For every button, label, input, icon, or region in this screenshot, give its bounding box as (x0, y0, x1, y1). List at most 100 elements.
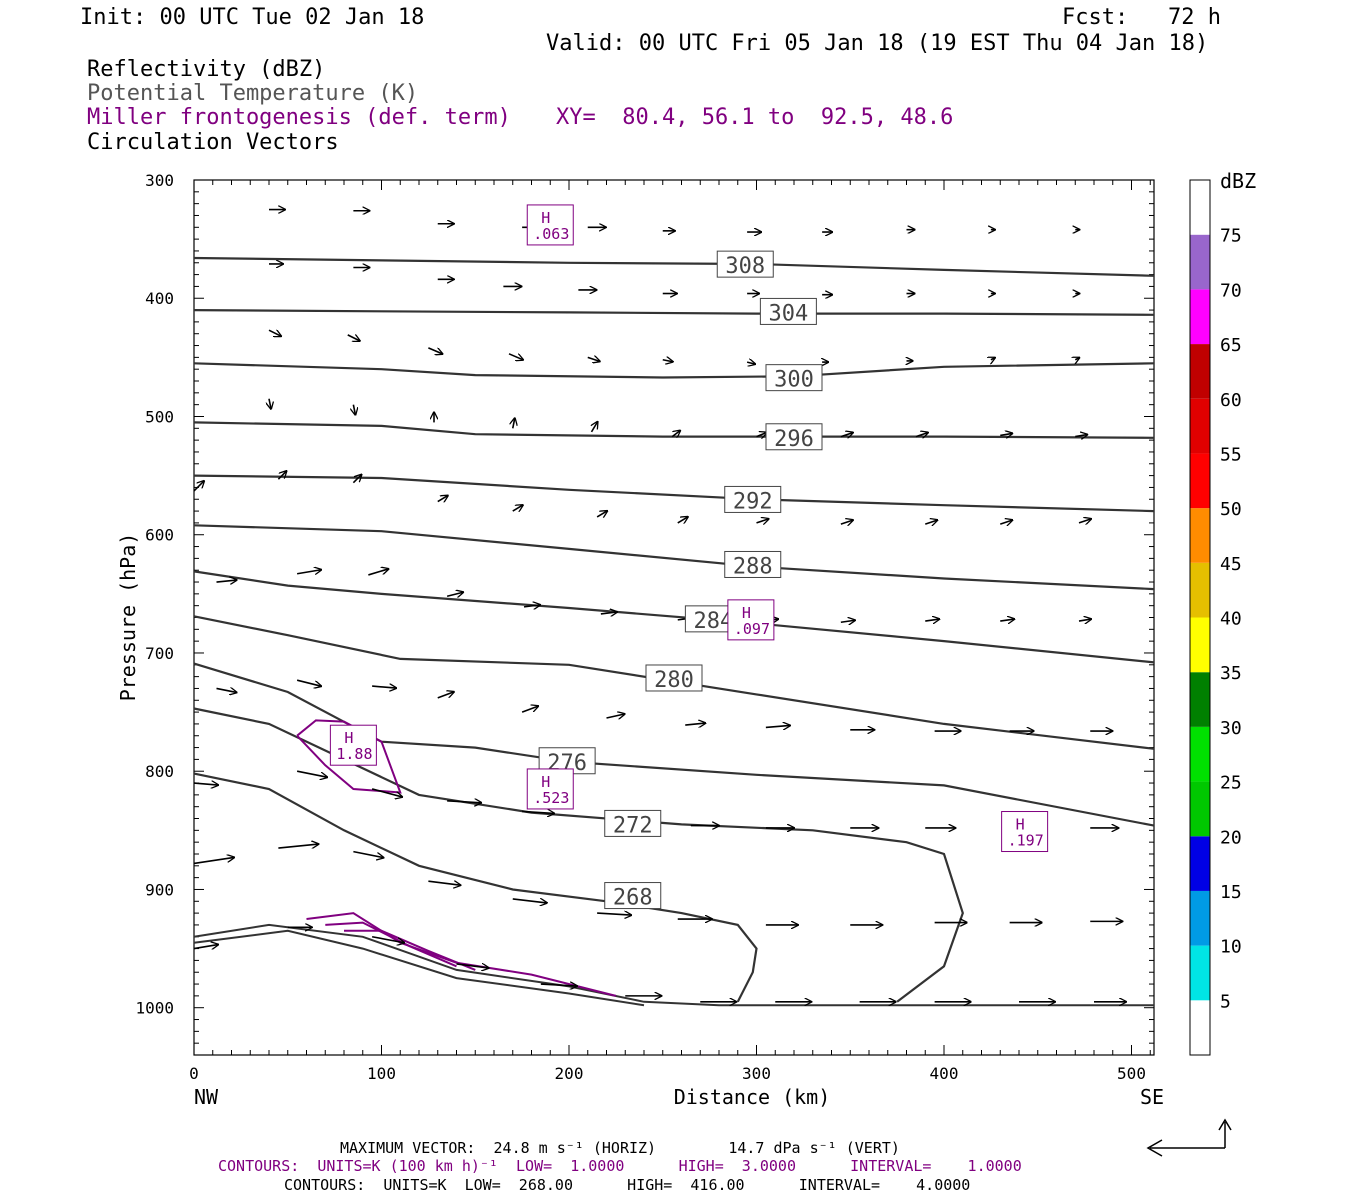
circulation-vector (268, 329, 281, 336)
theta-label-box (716, 250, 774, 278)
circulation-vector (597, 913, 631, 915)
x-tick-label: 200 (555, 1064, 584, 1083)
colorbar-label: 70 (1220, 280, 1242, 301)
x-tick-label: 500 (1117, 1064, 1146, 1083)
circulation-vector (296, 570, 321, 574)
colorbar-segment (1190, 945, 1210, 1001)
circulation-vector (600, 612, 617, 614)
circulation-vector (924, 520, 937, 524)
miller-max-symbol: H (742, 604, 751, 622)
circulation-vector (925, 619, 939, 621)
theta-label-box (645, 664, 703, 692)
theta-label: 300 (774, 368, 814, 393)
circulation-vector (1000, 619, 1014, 621)
circulation-vector (1075, 358, 1079, 360)
circulation-vector (587, 357, 600, 361)
circulation-vector (756, 519, 769, 523)
circulation-vector (606, 714, 625, 718)
circulation-vector (269, 398, 271, 409)
colorbar-segment (1190, 672, 1210, 727)
circulation-vector (193, 857, 234, 865)
colorbar-label: 20 (1220, 827, 1242, 848)
circulation-vector (193, 945, 218, 949)
theta-contour (193, 615, 1155, 750)
theta-label: 272 (613, 813, 653, 838)
colorbar-segment (1190, 234, 1210, 290)
circulation-vector (347, 334, 360, 341)
colorbar-label: 45 (1220, 554, 1242, 575)
colorbar-label: 60 (1220, 390, 1242, 411)
miller-contour-note: CONTOURS: UNITS=K (100 km h)⁻¹ LOW= 1.00… (218, 1157, 1022, 1175)
theta-label: 280 (654, 668, 694, 693)
x-axis-title: Distance (km) (674, 1085, 831, 1109)
cross-section-endpoints: XY= 80.4, 56.1 to 92.5, 48.6 (556, 105, 954, 130)
miller-max-value: .523 (533, 789, 569, 807)
miller-contour (306, 912, 617, 997)
init-time: Init: 00 UTC Tue 02 Jan 18 (80, 5, 425, 30)
theta-label: 288 (733, 554, 773, 579)
field-vectors: Circulation Vectors (87, 130, 339, 155)
circulation-vector (277, 471, 286, 480)
field-theta: Potential Temperature (K) (87, 81, 419, 106)
circulation-vector (677, 517, 688, 523)
colorbar-segment (1190, 781, 1210, 837)
circulation-vector (685, 723, 705, 725)
circulation-vector (296, 679, 321, 686)
miller-max-value: 1.88 (336, 745, 372, 763)
miller-max-box (329, 724, 377, 766)
circulation-vector (371, 788, 402, 797)
y-tick-label: 800 (145, 762, 174, 781)
colorbar-segment (1190, 726, 1210, 782)
colorbar-segment (1190, 398, 1210, 454)
theta-label-box (765, 423, 823, 451)
miller-max-value: .097 (734, 620, 770, 638)
theta-contour (193, 929, 645, 1007)
circulation-vector (596, 511, 607, 517)
circulation-vector (353, 404, 355, 415)
circulation-vector (371, 935, 404, 943)
y-axis-title: Pressure (hPa) (116, 533, 140, 702)
nw-end-label: NW (194, 1085, 219, 1109)
miller-max-symbol: H (344, 729, 353, 747)
circulation-vector (446, 592, 463, 596)
circulation-vector (1000, 433, 1012, 435)
colorbar-label: 15 (1220, 882, 1242, 903)
theta-label: 268 (613, 886, 653, 911)
miller-max-box (526, 204, 574, 246)
circulation-vector (991, 358, 995, 360)
y-tick-label: 500 (145, 407, 174, 426)
theta-label-box (604, 882, 662, 910)
reference-vector-icon (1146, 1118, 1232, 1157)
circulation-vector (1078, 619, 1091, 621)
colorbar-label: 55 (1220, 444, 1242, 465)
colorbar-frame (1189, 179, 1211, 1056)
circulation-vector (216, 688, 237, 692)
theta-contour (193, 421, 1155, 439)
circulation-vector (216, 580, 237, 582)
circulation-vector (540, 984, 577, 986)
colorbar-label: 65 (1220, 335, 1242, 356)
circulation-vector (522, 811, 554, 813)
colorbar-title: dBZ (1220, 169, 1256, 193)
circulation-vector (521, 706, 538, 713)
circulation-vector (193, 481, 204, 492)
theta-contour (193, 524, 1155, 591)
y-tick-label: 900 (145, 880, 174, 899)
colorbar-segment (1190, 562, 1210, 618)
theta-contour (193, 362, 1155, 379)
colorbar-label: 10 (1220, 937, 1242, 958)
circulation-vector (592, 422, 598, 433)
miller-max-box (1001, 811, 1049, 853)
theta-label: 304 (769, 301, 809, 326)
circulation-vector (296, 770, 327, 777)
theta-label: 292 (733, 489, 773, 514)
max-vector-note: MAXIMUM VECTOR: 24.8 m s⁻¹ (HORIZ) 14.7 … (340, 1139, 900, 1157)
field-reflectivity: Reflectivity (dBZ) (87, 57, 326, 82)
circulation-vector (193, 783, 218, 785)
colorbar-label: 25 (1220, 773, 1242, 794)
circulation-vector (437, 692, 454, 699)
y-tick-label: 400 (145, 289, 174, 308)
miller-max-box (526, 768, 574, 810)
colorbar-label: 75 (1220, 226, 1242, 247)
circulation-vector (372, 686, 396, 688)
